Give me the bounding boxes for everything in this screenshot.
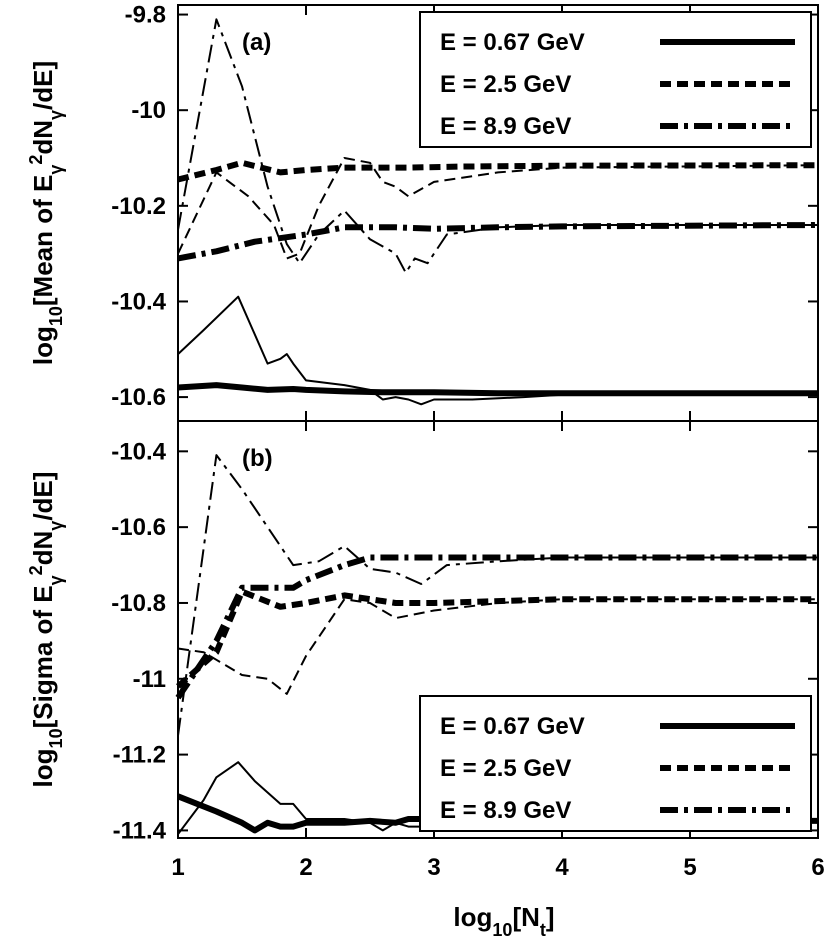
legend-entry-label: E = 2.5 GeV bbox=[440, 755, 571, 782]
panel-a-series-solid-thin bbox=[177, 295, 818, 406]
panel-a-legend: E = 0.67 GeV E = 2.5 GeV E = 8.9 GeV bbox=[419, 11, 812, 148]
x-tick-label: 2 bbox=[299, 854, 312, 881]
panel-a-label: (a) bbox=[242, 29, 271, 56]
panel-a-series-dashdot-thin bbox=[177, 18, 818, 274]
panel-b-legend: E = 0.67 GeV E = 2.5 GeV E = 8.9 GeV bbox=[419, 695, 812, 832]
legend-entry-label: E = 0.67 GeV bbox=[440, 29, 585, 56]
panel-b-series-dashed-thick bbox=[176, 588, 818, 689]
panel-b-series-dashdot-thin bbox=[177, 454, 818, 736]
panel-b-ytick-label: -10.8 bbox=[111, 590, 166, 617]
panel-b-ytick-label: -10.4 bbox=[111, 438, 166, 465]
legend-entry-label: E = 8.9 GeV bbox=[440, 113, 571, 140]
panel-a-ytick-label: -10.6 bbox=[111, 384, 166, 411]
panel-b-ytick-label: -11 bbox=[133, 666, 166, 693]
panel-a-series-dashdot-thick bbox=[177, 222, 819, 262]
panel-b-ytick-label: -10.6 bbox=[111, 514, 166, 541]
panel-a-ylabel: log10[Mean of Eγ2dNγ/dE] bbox=[26, 61, 66, 365]
panel-a-ytick-label: -9.8 bbox=[125, 2, 166, 29]
legend-entry-label: E = 0.67 GeV bbox=[440, 713, 585, 740]
panel-a-series-dashed-thin bbox=[177, 157, 819, 260]
panel-b-ylabel: log10[Sigma of Eγ2dNγ/dE] bbox=[26, 472, 66, 788]
legend-entry-label: E = 8.9 GeV bbox=[440, 797, 571, 824]
panel-a-ytick-label: -10.2 bbox=[111, 193, 166, 220]
legend-entry-label: E = 2.5 GeV bbox=[440, 71, 571, 98]
panel-b-ytick-label: -11.4 bbox=[113, 817, 167, 844]
x-tick-label: 5 bbox=[683, 854, 696, 881]
panel-a: -9.8 -10 -10.2 -10.4 -10.6 log10[Mean of Eγ2d… bbox=[26, 2, 819, 422]
panel-b-ytick-label: -11.2 bbox=[113, 742, 166, 769]
panel-b-series-dashed-thin bbox=[177, 598, 818, 695]
x-axis: 1 2 3 4 5 6 bbox=[171, 854, 824, 881]
panel-b-frame bbox=[177, 420, 819, 839]
panel-b-series-dashdot-thick bbox=[175, 554, 818, 700]
panel-a-series-dashed-thick bbox=[177, 159, 819, 183]
x-tick-label: 1 bbox=[171, 854, 184, 881]
x-tick-label: 3 bbox=[427, 854, 440, 881]
panel-b: -10.4 -10.6 -10.8 -11 -11.2 -11.4 log10[Sigma … bbox=[26, 420, 819, 844]
panel-a-ytick-label: -10 bbox=[131, 97, 166, 124]
x-tick-label: 4 bbox=[555, 854, 569, 881]
panel-a-series-solid-thick bbox=[177, 382, 818, 397]
panel-b-label: (b) bbox=[242, 445, 273, 472]
panel-a-ytick-label: -10.4 bbox=[111, 288, 166, 315]
x-axis-label: log10[Nt] bbox=[453, 902, 554, 940]
x-tick-label: 6 bbox=[811, 854, 824, 881]
